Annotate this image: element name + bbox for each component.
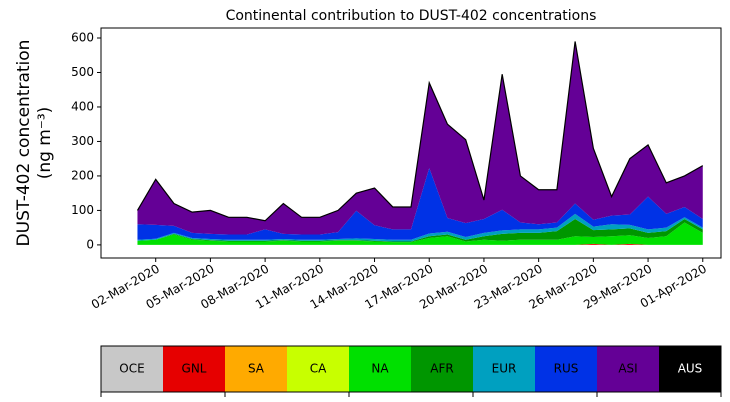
legend-swatch [163,346,225,392]
y-tick-label: 400 [71,99,94,113]
plot-frame [100,27,722,259]
legend-label: ASI [618,362,637,376]
legend-swatch [287,346,349,392]
chart-title: Continental contribution to DUST-402 con… [226,8,597,24]
area [137,219,703,243]
legend-label: GNL [182,362,207,376]
area [137,168,703,240]
area [137,41,703,235]
area [137,243,703,245]
legend-swatch [597,346,659,392]
y-tick-label: 500 [71,65,94,79]
legend-label: AFR [430,362,453,376]
legend-label: CA [310,362,327,376]
legend-swatch [349,346,411,392]
legend-swatch [659,346,721,392]
y-tick-label: 300 [71,134,94,148]
y-tick-label: 600 [71,31,94,45]
y-axis-unit: (ng m⁻³) [35,107,55,180]
area [137,213,703,242]
legend-label: AUS [678,362,703,376]
y-axis-label: DUST-402 concentration [14,40,34,247]
legend-label: RUS [554,362,579,376]
legend-swatch [101,346,163,392]
y-tick-label: 100 [71,203,94,217]
legend-label: EUR [492,362,517,376]
area [137,222,703,245]
y-tick-label: 0 [86,237,94,251]
legend-label: NA [371,362,389,376]
legend-swatch [473,346,535,392]
legend-swatch [535,346,597,392]
legend-label: SA [248,362,265,376]
legend-label: OCE [119,362,144,376]
legend-frame [100,345,722,393]
legend-swatch [225,346,287,392]
y-tick-label: 200 [71,168,94,182]
legend-swatch [411,346,473,392]
